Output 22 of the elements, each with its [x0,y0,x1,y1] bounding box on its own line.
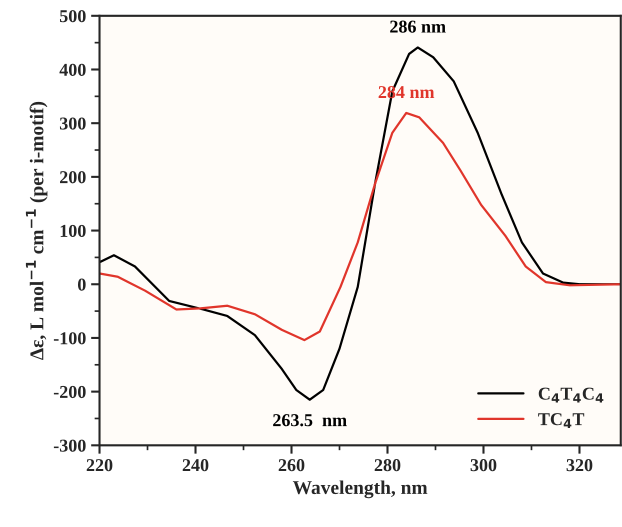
legend-label: TC$_{4}$T [538,413,584,428]
legend-label: C$_{4}$T$_{4}$C$_{4}$ [538,388,604,403]
x-tick-label: 220 [86,459,112,472]
y-tick-label: 200 [60,171,86,184]
x-tick-label: 240 [182,459,208,472]
y-tick-label: -200 [54,386,86,398]
annotation: 286 nm [390,20,446,33]
y-axis-title: Δε, L mol$^{−1}$ cm$^{−1}$ (per i-motif) [26,102,48,360]
x-tick-label: 260 [278,459,304,472]
y-tick-label: 500 [60,10,86,22]
y-tick-label: 100 [60,224,86,238]
y-tick-label: -300 [54,440,86,452]
x-tick-label: 300 [470,459,496,472]
y-tick-label: -100 [54,332,86,344]
line-series [100,112,621,342]
x-axis-title: Wavelength, nm [292,480,428,498]
annotation: 263.5 nm [273,414,347,426]
x-tick-label: 320 [566,459,592,472]
x-tick-label: 280 [374,459,400,472]
y-tick-label: 400 [59,64,86,76]
y-tick-label: 300 [60,117,86,130]
y-tick-label: 0 [78,278,86,291]
